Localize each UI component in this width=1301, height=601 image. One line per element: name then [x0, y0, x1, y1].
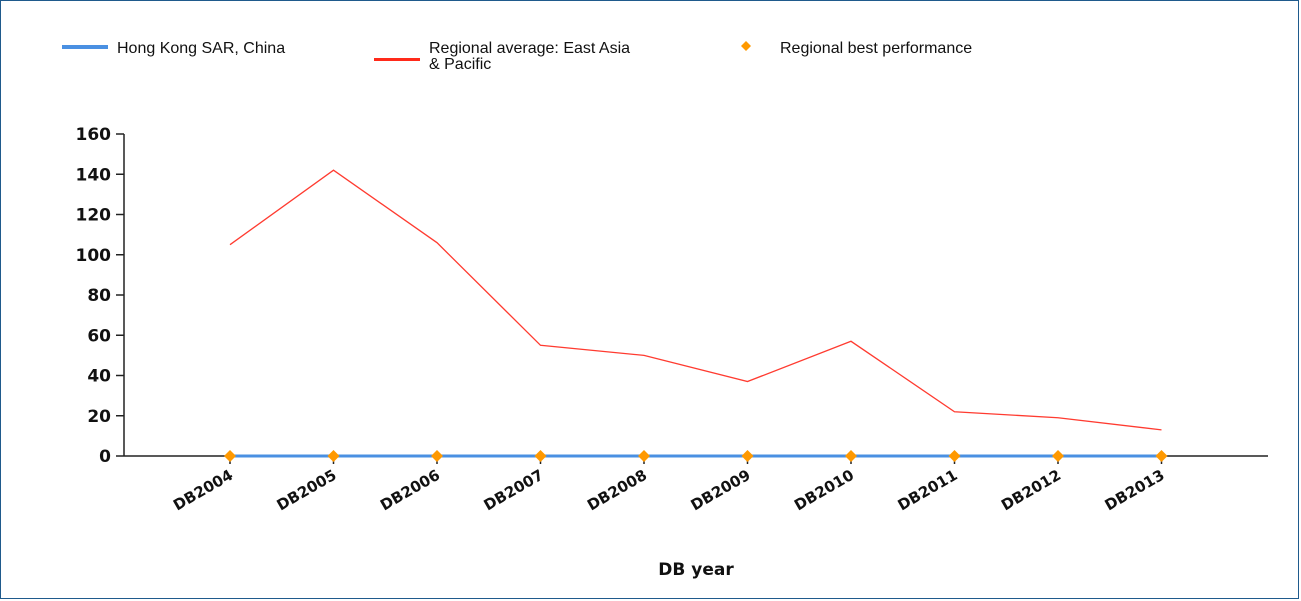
legend-swatch-regional-average — [374, 58, 420, 61]
y-tick-label: 0 — [99, 447, 111, 467]
legend-item-regional-average[interactable]: Regional average: East Asia & Pacific — [374, 40, 630, 73]
legend-label-regional-average-line-2: & Pacific — [429, 56, 491, 73]
series-marker-2-point — [431, 450, 443, 462]
legend-item-hong-kong[interactable]: Hong Kong SAR, China — [62, 40, 285, 57]
y-tick-label: 40 — [87, 367, 111, 387]
y-tick-label: 160 — [76, 125, 112, 145]
series-marker-2-point — [1155, 450, 1168, 462]
series-marker-2-point — [741, 450, 754, 462]
x-tick-label: DB2013 — [1102, 466, 1168, 514]
y-axis-ticks: 0 20 40 60 80 100 120 140 160 — [76, 125, 124, 467]
legend-marker-regional-best — [741, 41, 751, 51]
x-tick-label: DB2006 — [377, 466, 443, 514]
y-tick-label: 120 — [76, 206, 112, 226]
y-tick-label: 100 — [76, 246, 112, 266]
y-tick-label: 80 — [87, 286, 111, 306]
legend-swatch-hong-kong — [62, 45, 108, 49]
x-tick-label: DB2004 — [170, 466, 236, 514]
legend: Hong Kong SAR, China Regional average: E… — [62, 40, 972, 73]
x-tick-label: DB2012 — [998, 466, 1064, 514]
legend-label-regional-best: Regional best performance — [780, 40, 972, 57]
series-marker-2-point — [1052, 450, 1064, 462]
legend-label-hong-kong: Hong Kong SAR, China — [117, 40, 285, 57]
x-axis-title: DB year — [658, 560, 734, 580]
series-marker-2-point — [327, 450, 340, 462]
series-marker-2-point — [224, 450, 236, 462]
series-layer — [224, 169, 1168, 462]
x-tick-label: DB2010 — [791, 466, 857, 514]
series-marker-2-point — [638, 450, 650, 462]
x-tick-label: DB2011 — [895, 466, 961, 514]
y-tick-label: 20 — [87, 407, 111, 427]
x-tick-label: DB2005 — [274, 466, 340, 514]
series-marker-2-point — [845, 450, 857, 462]
series-marker-2-point — [534, 450, 547, 462]
legend-label-regional-average-line-1: Regional average: East Asia — [429, 40, 630, 57]
series-marker-2-point — [948, 450, 961, 462]
legend-item-regional-best[interactable]: Regional best performance — [741, 40, 972, 57]
y-tick-label: 60 — [87, 326, 111, 346]
y-tick-label: 140 — [76, 165, 112, 185]
x-tick-label: DB2007 — [481, 466, 547, 514]
x-axis: DB2004 DB2005 DB2006 DB2007 DB2008 DB2009 DB20… — [124, 455, 1268, 514]
series-line-1 — [229, 169, 1162, 431]
y-axis: 0 20 40 60 80 100 120 140 160 — [76, 125, 125, 467]
x-tick-label: DB2009 — [688, 466, 754, 514]
x-tick-label: DB2008 — [584, 466, 650, 514]
x-axis-ticks: DB2004 DB2005 DB2006 DB2007 DB2008 DB2009 DB20… — [170, 456, 1168, 514]
